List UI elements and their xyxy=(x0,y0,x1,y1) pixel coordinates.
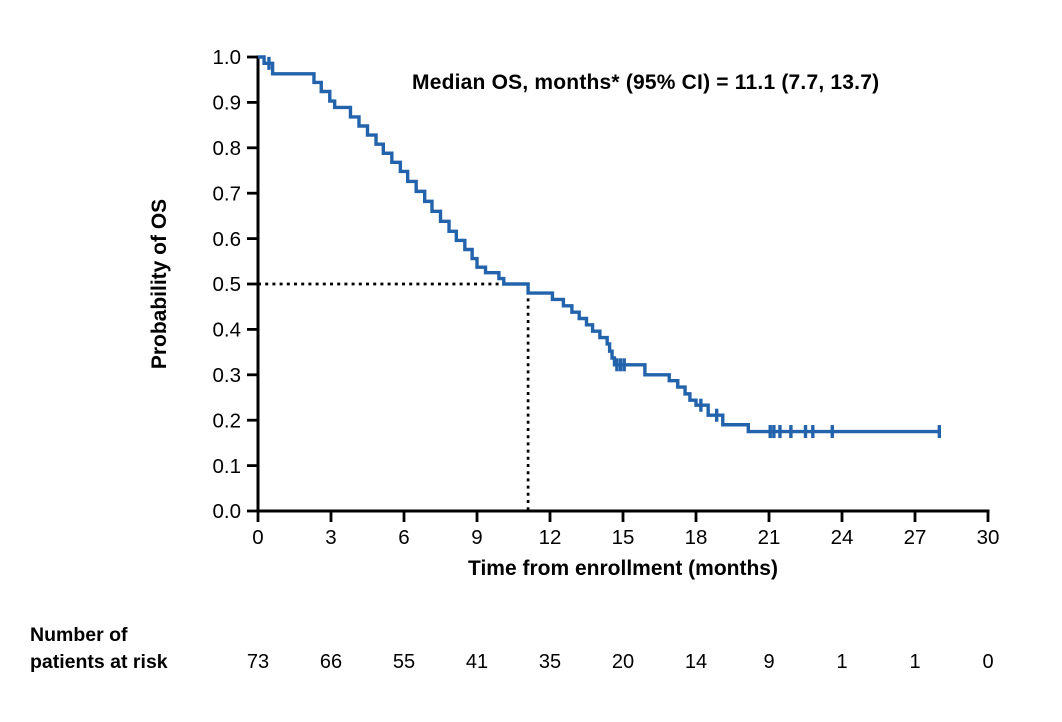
number-at-risk-value: 20 xyxy=(612,651,634,673)
median-os-annotation: Median OS, months* (95% CI) = 11.1 (7.7,… xyxy=(412,71,880,94)
y-tick-label: 0.4 xyxy=(213,319,242,342)
x-tick-label: 9 xyxy=(471,526,482,549)
x-tick-label: 15 xyxy=(612,526,635,549)
x-tick-label: 6 xyxy=(398,526,409,549)
number-at-risk-value: 0 xyxy=(982,651,993,673)
y-tick-label: 0.9 xyxy=(213,92,242,115)
number-at-risk-value: 14 xyxy=(685,651,707,673)
x-tick-label: 3 xyxy=(325,526,336,549)
x-tick-label: 24 xyxy=(831,526,854,549)
y-axis-title: Probability of OS xyxy=(148,198,171,370)
km-curve xyxy=(258,55,940,434)
y-tick-label: 0.2 xyxy=(213,409,242,432)
x-tick-label: 27 xyxy=(904,526,927,549)
x-tick-label: 12 xyxy=(539,526,562,549)
number-at-risk-label-line2: patients at risk xyxy=(30,651,168,673)
number-at-risk-value: 41 xyxy=(466,651,488,673)
number-at-risk-value: 35 xyxy=(539,651,561,673)
y-tick-label: 0.7 xyxy=(213,182,242,205)
number-at-risk-value: 1 xyxy=(836,651,847,673)
x-tick-label: 18 xyxy=(685,526,708,549)
y-tick-label: 0.5 xyxy=(213,273,242,296)
number-at-risk-value: 1 xyxy=(909,651,920,673)
x-tick-label: 0 xyxy=(252,526,263,549)
y-tick-label: 1.0 xyxy=(213,46,242,69)
number-at-risk-value: 66 xyxy=(320,651,342,673)
x-tick-label: 30 xyxy=(977,526,1000,549)
y-tick-label: 0.6 xyxy=(213,228,242,251)
number-at-risk-value: 9 xyxy=(763,651,774,673)
y-tick-label: 0.3 xyxy=(213,364,242,387)
x-tick-label: 21 xyxy=(758,526,781,549)
y-tick-label: 0.1 xyxy=(213,455,242,478)
y-tick-label: 0.8 xyxy=(213,137,242,160)
y-tick-label: 0.0 xyxy=(213,500,242,523)
number-at-risk-value: 73 xyxy=(247,651,269,673)
number-at-risk-label-line1: Number of xyxy=(30,624,128,646)
x-axis-title: Time from enrollment (months) xyxy=(468,557,778,580)
number-at-risk-label: Number of patients at risk xyxy=(30,622,168,676)
number-at-risk-value: 55 xyxy=(393,651,415,673)
